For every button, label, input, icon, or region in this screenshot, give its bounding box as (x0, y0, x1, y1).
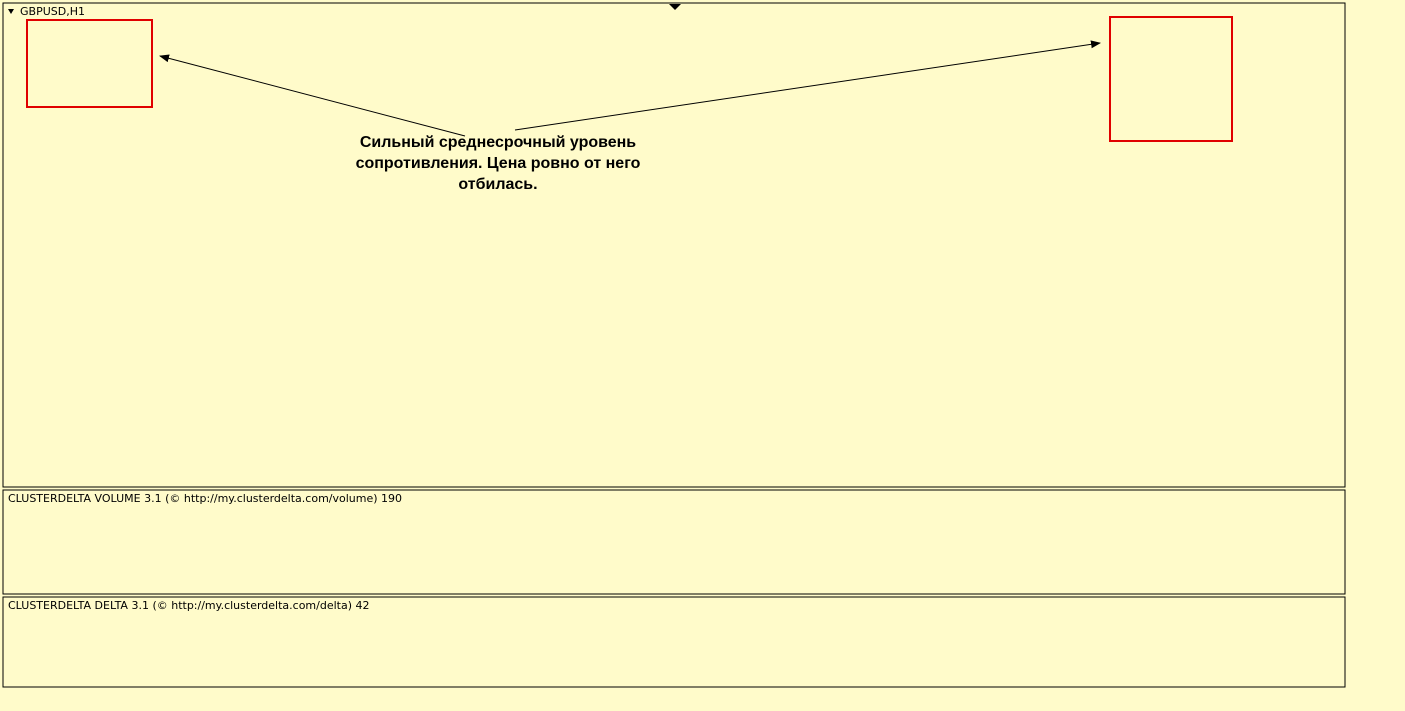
delta-panel (2, 596, 1346, 688)
volume-panel (2, 489, 1346, 595)
menu-arrow[interactable] (8, 9, 14, 14)
delta-title: CLUSTERDELTA DELTA 3.1 (© http://my.clus… (8, 599, 370, 612)
main-panel (2, 2, 1346, 488)
symbol-title: GBPUSD,H1 (20, 5, 85, 18)
annotation: Сильный среднесрочный уровень сопротивле… (355, 134, 641, 193)
shift-marker (669, 4, 681, 10)
highlight-box (26, 19, 153, 108)
highlight-box (1109, 16, 1233, 142)
arrow (514, 40, 1101, 131)
volume-title: CLUSTERDELTA VOLUME 3.1 (© http://my.clu… (8, 492, 402, 505)
arrow (159, 54, 466, 137)
